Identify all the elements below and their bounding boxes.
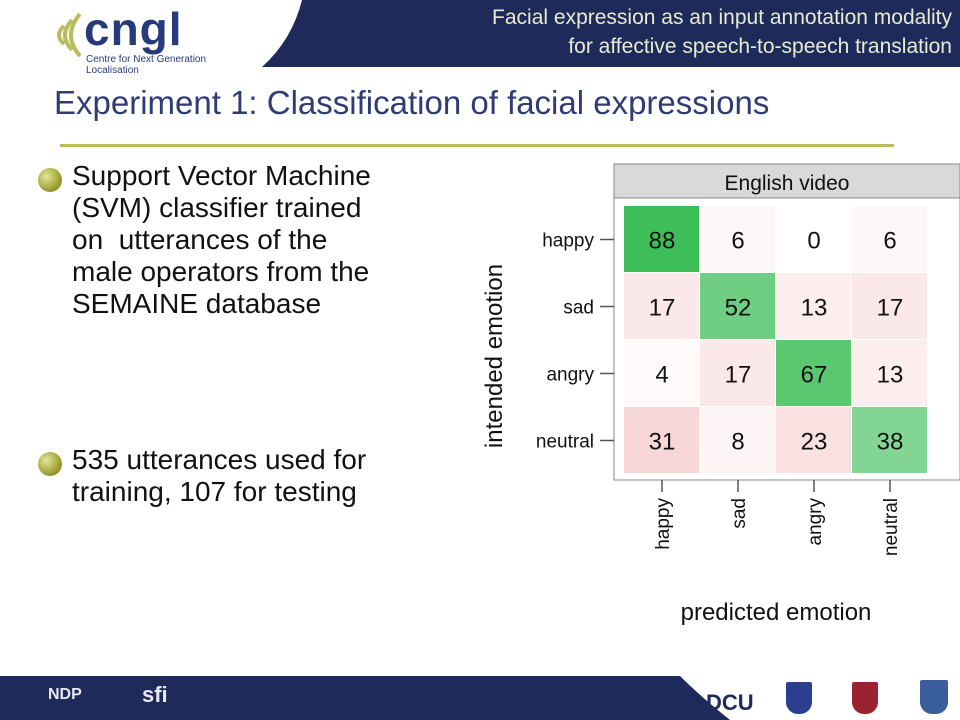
header-band — [262, 0, 960, 67]
ucd-crest-icon — [786, 682, 812, 714]
bullet-1-line: SEMAINE database — [72, 288, 322, 319]
logo-subtitle: Centre for Next Generation Localisation — [86, 54, 207, 76]
tcd-crest-icon — [920, 680, 948, 714]
matrix-cell — [624, 273, 699, 339]
cell-value-label: 6 — [883, 228, 896, 255]
bullet-1-line: Support Vector Machine — [72, 160, 371, 191]
matrix-cell — [700, 340, 775, 406]
cell-value-label: 31 — [649, 429, 676, 456]
cell-value-label: 38 — [877, 429, 904, 456]
matrix-cell — [624, 340, 699, 406]
x-tick-label: neutral — [881, 498, 902, 556]
cell-value-label: 13 — [801, 295, 828, 322]
y-tick-label: angry — [546, 365, 594, 386]
cngl-logo: cngl Centre for Next Generation Localisa… — [52, 3, 242, 76]
dcu-logo: DCU — [706, 690, 754, 715]
matrix-cell — [624, 206, 699, 272]
cell-value-label: 52 — [725, 295, 752, 322]
matrix-cell — [700, 407, 775, 473]
matrix-cell — [852, 273, 927, 339]
y-tick-label: happy — [542, 231, 594, 252]
matrix-cell — [852, 407, 927, 473]
college-crest-icon — [852, 682, 878, 714]
logo-wordmark: cngl — [84, 3, 183, 55]
matrix-cell — [776, 407, 851, 473]
x-axis-title: predicted emotion — [681, 599, 872, 626]
y-tick-label: sad — [563, 298, 594, 319]
matrix-cell — [776, 273, 851, 339]
cell-value-label: 13 — [877, 362, 904, 389]
cell-value-label: 88 — [649, 228, 676, 255]
bullet-1-line: on utterances of the — [72, 224, 328, 255]
ndp-logo: NDP — [48, 686, 82, 703]
matrix-cell — [700, 273, 775, 339]
bullet-2-line: 535 utterances used for — [72, 444, 367, 475]
bullet-icon — [38, 452, 62, 476]
footer-band — [0, 676, 730, 720]
cell-value-label: 17 — [877, 295, 904, 322]
bullet-2-line: training, 107 for testing — [72, 476, 357, 507]
cell-value-label: 0 — [807, 228, 820, 255]
title-divider — [60, 144, 894, 147]
header-line-2: for affective speech-to-speech translati… — [568, 35, 952, 58]
cell-value-label: 8 — [731, 429, 744, 456]
matrix-cell — [776, 206, 851, 272]
cell-value-label: 23 — [801, 429, 828, 456]
x-tick-label: angry — [805, 498, 826, 546]
cell-value-label: 67 — [801, 362, 828, 389]
bullet-icon — [38, 168, 62, 192]
presentation-title: Facial expression as an input annotation… — [492, 3, 952, 61]
x-tick-label: sad — [729, 498, 750, 529]
top-bar: cngl Centre for Next Generation Localisa… — [0, 0, 960, 76]
facet-title: English video — [725, 172, 850, 195]
facet-strip — [613, 163, 960, 199]
bullet-1: Support Vector Machine (SVM) classifier … — [72, 160, 472, 320]
y-tick-label: neutral — [536, 432, 594, 453]
bullet-1-line: (SVM) classifier trained — [72, 192, 362, 223]
matrix-cell — [852, 206, 927, 272]
cell-value-label: 4 — [655, 362, 668, 389]
matrix-cell — [624, 407, 699, 473]
cell-value-label: 6 — [731, 228, 744, 255]
matrix-cell — [776, 340, 851, 406]
cell-value-label: 17 — [725, 362, 752, 389]
matrix-cell — [852, 340, 927, 406]
y-axis-title: intended emotion — [481, 264, 508, 448]
slide-title: Experiment 1: Classification of facial e… — [54, 84, 770, 121]
bullet-1-line: male operators from the — [72, 256, 370, 287]
cell-value-label: 17 — [649, 295, 676, 322]
bullet-2: 535 utterances used for training, 107 fo… — [72, 444, 472, 508]
sfi-logo: sfi — [142, 682, 168, 707]
signal-waves-icon — [57, 12, 82, 58]
matrix-cell — [700, 206, 775, 272]
header-line-1: Facial expression as an input annotation… — [492, 6, 952, 29]
confusion-matrix-chart: English video 88 6 0 6 17 52 13 17 4 17 67 13 31 8 23 3… — [481, 163, 960, 626]
x-tick-label: happy — [653, 498, 674, 550]
